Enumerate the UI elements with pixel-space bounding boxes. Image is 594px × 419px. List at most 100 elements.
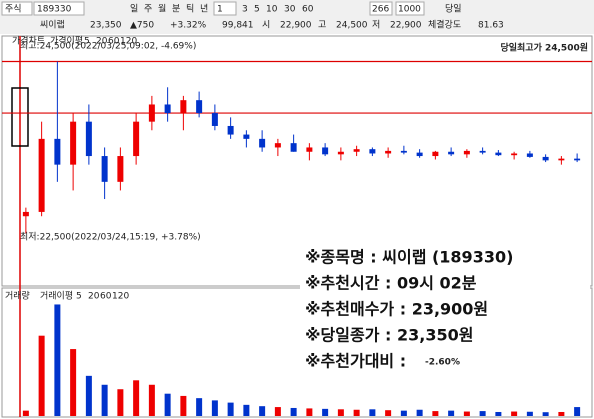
period-button[interactable]: 년 (200, 4, 208, 15)
interval-button[interactable]: 3 (242, 5, 248, 15)
volume-bar (353, 409, 360, 416)
candle-body (211, 113, 218, 126)
candle-body (495, 152, 502, 156)
quote-strength: 81.63 (478, 21, 504, 31)
candle-body (227, 125, 234, 135)
summary-line: ※추천가대비 : (305, 352, 406, 371)
candle-body (416, 152, 423, 157)
candle-body (70, 121, 77, 165)
summary-line: ※종목명 : 씨이랩 (189330) (305, 248, 513, 267)
candle-body (448, 151, 455, 155)
field (395, 1, 425, 16)
candle-body (542, 156, 549, 161)
volume-bar (369, 409, 376, 416)
count-input[interactable]: 266 (372, 5, 389, 15)
volume-bar (211, 400, 218, 416)
volume-bar (322, 408, 329, 416)
volume-bar (38, 335, 45, 416)
volume-bar (479, 411, 486, 416)
interval-button[interactable]: 30 (284, 5, 296, 15)
period-button[interactable]: 분 (172, 4, 180, 15)
interval-button[interactable]: 60 (302, 5, 314, 15)
volume-bar (416, 409, 423, 416)
volume-bar (574, 407, 581, 416)
candle-body (38, 138, 45, 212)
volume-bar (542, 412, 549, 416)
market-select[interactable]: 주식 (5, 4, 22, 15)
volume-bar (400, 410, 407, 416)
banner-bg (418, 37, 590, 59)
volume-bar (180, 395, 187, 416)
volume-ma: 120 (112, 292, 129, 302)
volume-bar (54, 304, 61, 416)
interval-button[interactable]: 5 (254, 5, 260, 15)
quote-rate: +3.32% (170, 21, 207, 31)
candle-body (243, 134, 250, 139)
volume-ma: 60 (100, 292, 112, 302)
candle-body (85, 121, 92, 157)
field (1, 1, 33, 16)
candle-body (353, 149, 360, 152)
candle-body (117, 156, 124, 182)
period-button[interactable]: 틱 (186, 3, 194, 15)
candle-body (133, 121, 140, 157)
summary-box (300, 240, 590, 386)
candle-body (400, 150, 407, 153)
quote-name: 씨이랩 (40, 19, 65, 31)
period-button[interactable]: 일 (130, 4, 138, 15)
summary-line: ※당일종가 : 23,350원 (305, 326, 473, 345)
volume-bar (448, 410, 455, 416)
candle-body (479, 150, 486, 153)
candle-body (180, 100, 187, 114)
volume-bar (558, 411, 565, 416)
volume-bar (101, 384, 108, 416)
max-input[interactable]: 1000 (398, 5, 421, 15)
volume-bar (432, 411, 439, 416)
price-ma: 60 (108, 37, 120, 47)
candle-body (558, 158, 565, 161)
period-button[interactable]: 주 (144, 4, 152, 15)
highlight-box (11, 87, 29, 147)
summary-result: -2.60% (425, 358, 460, 368)
volume-bar (227, 402, 234, 416)
quote-high: 24,500 (336, 21, 368, 31)
volume-bar (274, 407, 281, 416)
quote-low-label: 저 (372, 20, 380, 31)
today-toggle[interactable]: 당일 (445, 4, 462, 15)
volume-bar (164, 393, 171, 416)
volume-bar (495, 411, 502, 416)
volume-bar (22, 410, 29, 416)
candle-body (22, 211, 29, 217)
quote-change: ▲750 (130, 21, 154, 31)
candle-body (290, 143, 297, 152)
quote-low: 22,900 (390, 21, 422, 31)
low-note: 최저:22,500(2022/03/24,15:19, +3.78%) (20, 232, 201, 243)
volume-bar (70, 349, 77, 416)
field (33, 1, 85, 16)
candle-body (322, 147, 329, 155)
interval-button[interactable]: 10 (266, 5, 278, 15)
volume-bar (133, 380, 140, 416)
price-ma: 5 (84, 37, 90, 47)
quote-strength-label: 체결강도 (428, 20, 461, 31)
candle-body (164, 104, 171, 114)
candle-body (463, 150, 470, 155)
price-title: 가격차트 (12, 35, 45, 47)
volume-bar (337, 409, 344, 416)
summary-line: ※추천매수가 : 23,900원 (305, 300, 488, 319)
volume-ma: 20 (88, 292, 100, 302)
volume-bar (290, 407, 297, 416)
candle-body (511, 153, 518, 156)
code-input[interactable]: 189330 (37, 5, 72, 15)
candle-body (385, 150, 392, 154)
quote-high-label: 고 (318, 21, 326, 31)
high-note: 최고:24,500(2022/03/25,09:02, -4.69%) (20, 41, 196, 52)
high-banner: 당일최고가 24,500원 (500, 42, 588, 54)
candle-body (337, 151, 344, 155)
candle-body (526, 153, 533, 157)
quote-price: 23,350 (90, 21, 122, 31)
price-ma: 20 (96, 37, 108, 47)
candle-body (148, 104, 155, 122)
period-button[interactable]: 월 (158, 3, 166, 15)
unit-input[interactable]: 1 (217, 5, 223, 15)
